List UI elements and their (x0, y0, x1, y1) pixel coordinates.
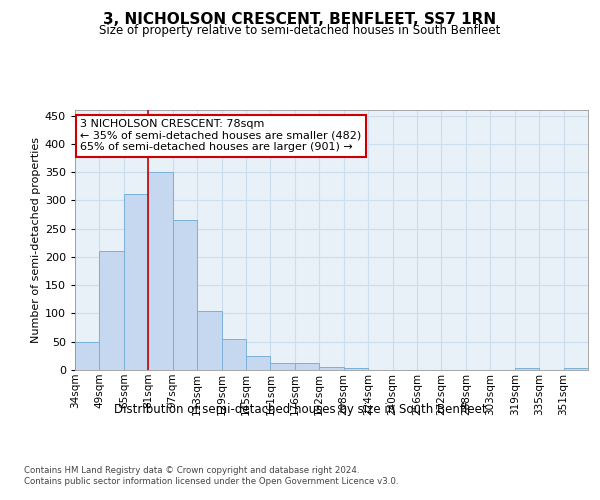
Bar (319, 367, 344, 370)
Bar (221, 339, 246, 370)
Bar (197, 310, 221, 370)
Bar (148, 172, 173, 370)
Bar (124, 194, 148, 370)
Bar (295, 363, 319, 370)
Bar (246, 356, 271, 370)
Y-axis label: Number of semi-detached properties: Number of semi-detached properties (31, 137, 41, 343)
Text: 3 NICHOLSON CRESCENT: 78sqm
← 35% of semi-detached houses are smaller (482)
65% : 3 NICHOLSON CRESCENT: 78sqm ← 35% of sem… (80, 119, 361, 152)
Bar (173, 220, 197, 370)
Text: Size of property relative to semi-detached houses in South Benfleet: Size of property relative to semi-detach… (100, 24, 500, 37)
Text: Contains HM Land Registry data © Crown copyright and database right 2024.: Contains HM Land Registry data © Crown c… (24, 466, 359, 475)
Text: Distribution of semi-detached houses by size in South Benfleet: Distribution of semi-detached houses by … (113, 402, 487, 415)
Bar (271, 362, 295, 370)
Bar (100, 252, 124, 370)
Bar (563, 368, 588, 370)
Bar (515, 368, 539, 370)
Bar (75, 342, 100, 370)
Text: 3, NICHOLSON CRESCENT, BENFLEET, SS7 1RN: 3, NICHOLSON CRESCENT, BENFLEET, SS7 1RN (103, 12, 497, 28)
Text: Contains public sector information licensed under the Open Government Licence v3: Contains public sector information licen… (24, 478, 398, 486)
Bar (344, 368, 368, 370)
